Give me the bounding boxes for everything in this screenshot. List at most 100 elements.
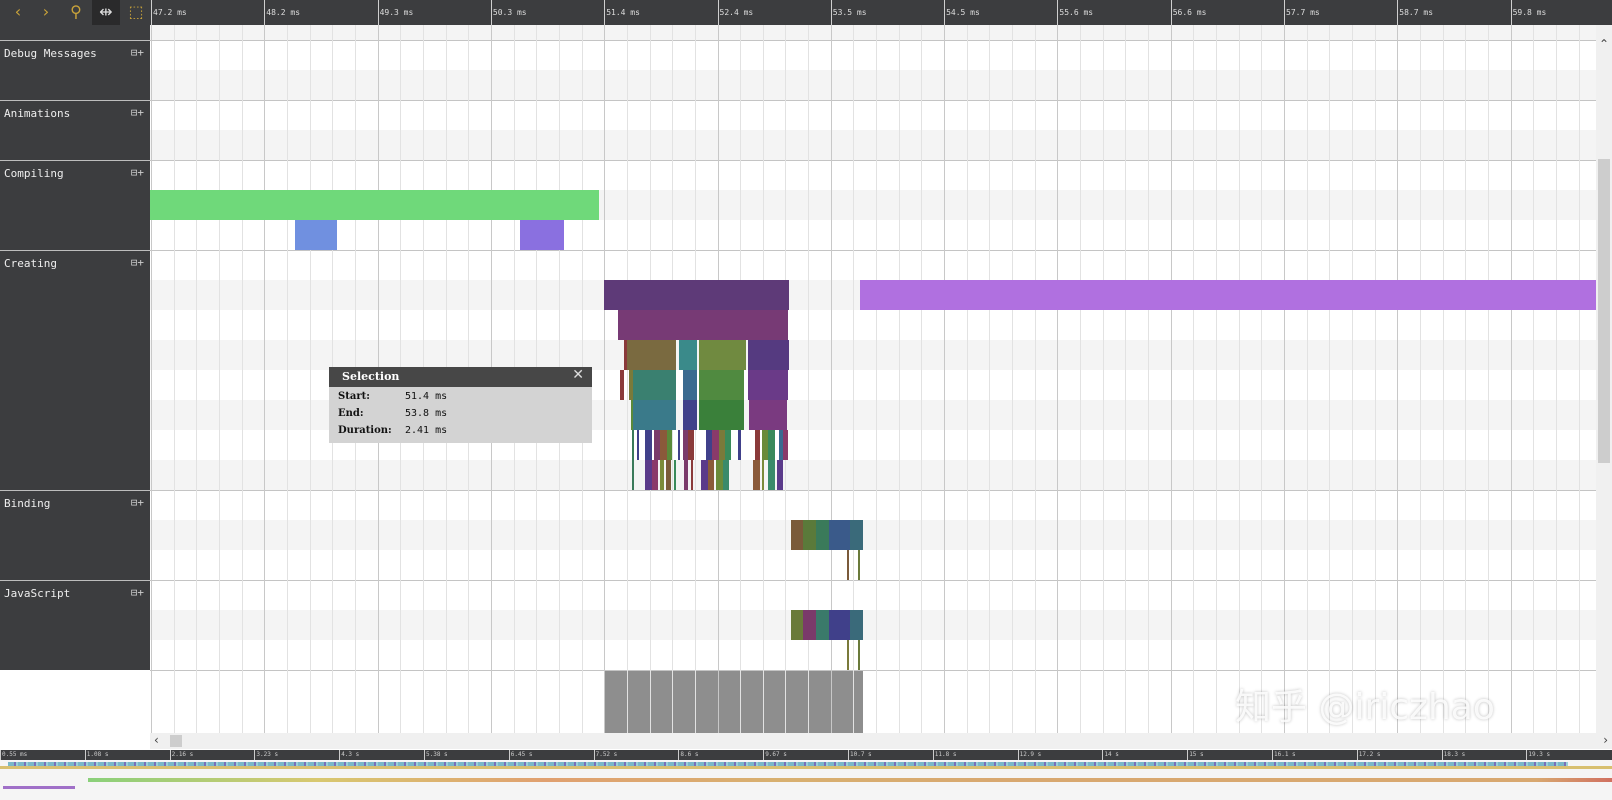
expand-lane-icon[interactable]: ⊟+ bbox=[130, 166, 144, 179]
event-bar[interactable] bbox=[632, 460, 635, 490]
event-bar[interactable] bbox=[645, 460, 652, 490]
fit-range-icon[interactable]: ⇹ bbox=[92, 0, 120, 25]
event-bar[interactable] bbox=[623, 340, 627, 370]
vertical-scroll-thumb[interactable] bbox=[1598, 159, 1610, 463]
event-bar[interactable] bbox=[802, 610, 816, 640]
event-bar[interactable] bbox=[850, 610, 864, 640]
close-icon[interactable]: ✕ bbox=[572, 367, 584, 383]
event-bar[interactable] bbox=[725, 430, 732, 460]
chevron-right-icon[interactable]: › bbox=[42, 2, 50, 21]
event-bar[interactable] bbox=[688, 430, 694, 460]
event-bar[interactable] bbox=[716, 460, 723, 490]
scroll-up-icon[interactable]: ⌃ bbox=[1599, 37, 1610, 51]
horizontal-scroll-thumb[interactable] bbox=[170, 735, 182, 747]
event-bar[interactable] bbox=[778, 430, 784, 460]
event-bar[interactable] bbox=[747, 340, 789, 370]
event-bar[interactable] bbox=[850, 520, 864, 550]
event-bar[interactable] bbox=[682, 400, 697, 430]
event-bar[interactable] bbox=[846, 550, 850, 580]
event-bar[interactable] bbox=[857, 550, 860, 580]
event-bar[interactable] bbox=[718, 430, 726, 460]
event-bar[interactable] bbox=[802, 520, 816, 550]
event-bar[interactable] bbox=[753, 460, 760, 490]
overview-tick-label: 19.3 s bbox=[1526, 750, 1551, 760]
timeline-grid[interactable] bbox=[150, 25, 1596, 733]
event-bar[interactable] bbox=[859, 280, 1596, 310]
event-bar[interactable] bbox=[747, 370, 788, 400]
event-bar[interactable] bbox=[633, 370, 677, 400]
event-bar[interactable] bbox=[701, 460, 708, 490]
event-bar[interactable] bbox=[857, 640, 860, 670]
expand-lane-icon[interactable]: ⊟+ bbox=[130, 46, 144, 59]
event-bar[interactable] bbox=[737, 430, 742, 460]
expand-lane-icon[interactable]: ⊟+ bbox=[130, 256, 144, 269]
event-bar[interactable] bbox=[684, 460, 689, 490]
search-icon[interactable]: ⚲ bbox=[70, 2, 82, 21]
time-ruler[interactable]: 47.2 ms 48.2 ms 49.3 ms 50.3 ms 51.4 ms 52.4 … bbox=[150, 0, 1612, 25]
event-bar[interactable] bbox=[660, 430, 667, 460]
event-bar[interactable] bbox=[631, 400, 634, 430]
expand-lane-icon[interactable]: ⊟+ bbox=[130, 106, 144, 119]
event-bar[interactable] bbox=[699, 400, 745, 430]
event-bar[interactable] bbox=[633, 400, 677, 430]
event-bar[interactable] bbox=[790, 610, 803, 640]
event-bar[interactable] bbox=[712, 430, 719, 460]
grid-line bbox=[966, 25, 968, 733]
overview-tick-label: 17.2 s bbox=[1356, 750, 1381, 760]
event-bar[interactable] bbox=[699, 340, 746, 370]
event-bar[interactable] bbox=[828, 520, 851, 550]
event-bar[interactable] bbox=[632, 430, 635, 460]
event-bar[interactable] bbox=[150, 190, 599, 220]
event-bar[interactable] bbox=[674, 460, 677, 490]
event-bar[interactable] bbox=[604, 280, 789, 310]
event-bar[interactable] bbox=[651, 460, 659, 490]
event-bar[interactable] bbox=[761, 430, 769, 460]
grid-line bbox=[218, 25, 220, 733]
event-bar[interactable] bbox=[748, 400, 787, 430]
event-bar[interactable] bbox=[828, 610, 851, 640]
event-bar[interactable] bbox=[294, 220, 337, 250]
vertical-scrollbar[interactable]: ⌃ bbox=[1596, 25, 1612, 733]
event-bar[interactable] bbox=[705, 430, 713, 460]
event-bar[interactable] bbox=[815, 610, 829, 640]
event-bar[interactable] bbox=[682, 370, 697, 400]
scroll-left-icon[interactable]: ‹ bbox=[154, 733, 159, 747]
expand-lane-icon[interactable]: ⊟+ bbox=[130, 496, 144, 509]
event-bar[interactable] bbox=[645, 430, 652, 460]
select-range-icon[interactable]: ⬚ bbox=[128, 2, 144, 21]
horizontal-scrollbar[interactable]: ‹ › bbox=[150, 733, 1612, 749]
event-bar[interactable] bbox=[783, 430, 788, 460]
scroll-right-icon[interactable]: › bbox=[1603, 733, 1608, 747]
event-bar[interactable] bbox=[690, 460, 693, 490]
event-bar[interactable] bbox=[846, 640, 850, 670]
chevron-left-icon[interactable]: ‹ bbox=[14, 2, 22, 21]
event-bar[interactable] bbox=[768, 460, 775, 490]
event-bar[interactable] bbox=[722, 460, 730, 490]
event-bar[interactable] bbox=[666, 430, 673, 460]
event-bar[interactable] bbox=[707, 460, 715, 490]
event-bar[interactable] bbox=[755, 430, 760, 460]
event-bar[interactable] bbox=[626, 340, 677, 370]
overview-tracks[interactable] bbox=[0, 760, 1612, 800]
event-bar[interactable] bbox=[636, 430, 639, 460]
event-bar[interactable] bbox=[768, 430, 775, 460]
event-bar[interactable] bbox=[618, 310, 788, 340]
event-bar[interactable] bbox=[628, 370, 634, 400]
event-bar[interactable] bbox=[776, 460, 784, 490]
expand-lane-icon[interactable]: ⊟+ bbox=[130, 586, 144, 599]
event-bar[interactable] bbox=[790, 520, 803, 550]
overview-tick-label: 5.38 s bbox=[424, 750, 448, 760]
event-bar[interactable] bbox=[677, 430, 680, 460]
grid-line bbox=[1261, 25, 1263, 733]
event-bar[interactable] bbox=[815, 520, 829, 550]
event-bar[interactable] bbox=[699, 370, 745, 400]
event-bar[interactable] bbox=[678, 340, 697, 370]
event-bar[interactable] bbox=[665, 460, 672, 490]
event-bar[interactable] bbox=[653, 430, 661, 460]
event-bar[interactable] bbox=[761, 460, 764, 490]
overview-ruler[interactable]: 0.55 ms 1.08 s 2.16 s 3.23 s 4.3 s 5.38 s 6.45… bbox=[0, 750, 1612, 760]
event-bar[interactable] bbox=[682, 430, 689, 460]
event-bar[interactable] bbox=[660, 460, 664, 490]
event-bar[interactable] bbox=[620, 370, 624, 400]
event-bar[interactable] bbox=[520, 220, 565, 250]
